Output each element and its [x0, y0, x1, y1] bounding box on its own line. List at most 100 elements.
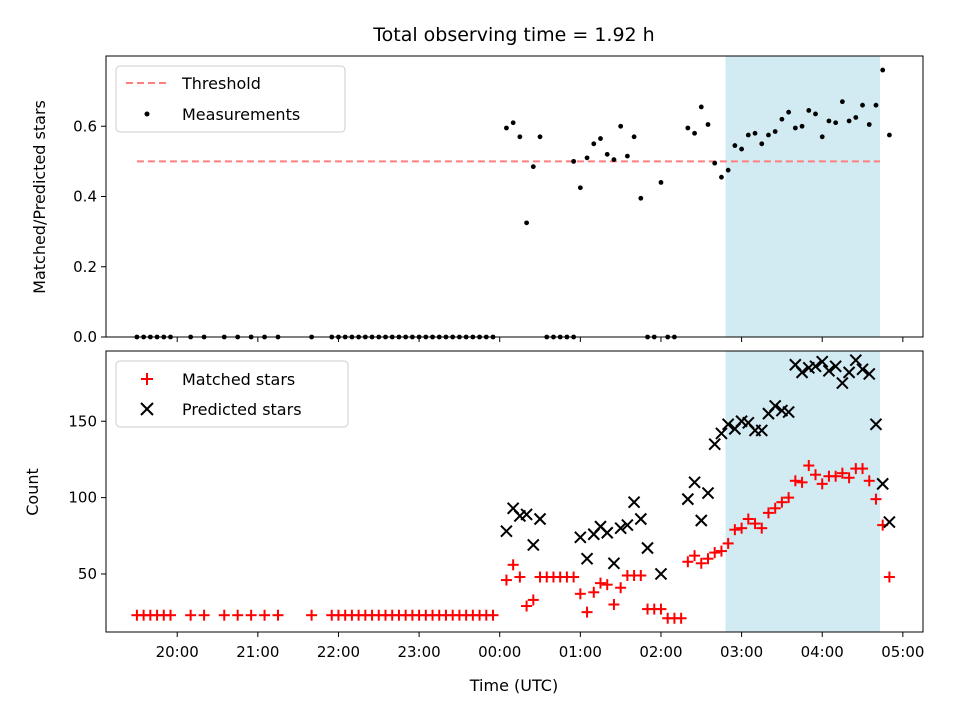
measurements-point — [530, 164, 536, 170]
matched-stars-point — [635, 569, 647, 581]
predicted-stars-point — [500, 524, 513, 538]
predicted-stars-point — [795, 366, 809, 379]
predicted-stars-point — [755, 424, 768, 437]
matched-stars-point — [783, 492, 795, 504]
predicted-stars-point — [863, 367, 876, 381]
count-panel-ylabel: Count — [23, 468, 42, 516]
x-tick-label: 03:00 — [720, 643, 763, 661]
matched-stars-point — [715, 545, 727, 557]
x-tick-label: 02:00 — [639, 643, 682, 661]
count-panel-legend: Matched stars Predicted stars — [115, 360, 349, 428]
measurements-point — [705, 122, 711, 127]
measurements-point — [752, 130, 758, 136]
matched-stars-point — [836, 467, 848, 479]
matched-stars-point — [218, 609, 230, 621]
matched-stars-point — [695, 557, 707, 569]
predicted-stars-point — [768, 399, 782, 413]
predicted-stars-point — [876, 477, 889, 491]
measurements-point — [698, 104, 704, 110]
measurements-point — [571, 158, 577, 164]
matched-stars-point — [245, 609, 257, 621]
matched-stars-point — [742, 513, 754, 525]
measurements-point — [866, 122, 872, 127]
predicted-stars-point — [782, 405, 795, 419]
predicted-stars-point — [829, 360, 842, 373]
measurements-point — [638, 195, 644, 201]
matched-stars-point — [810, 469, 821, 481]
predicted-stars-point — [654, 567, 668, 581]
predicted-stars-point — [836, 376, 849, 390]
measurements-point — [725, 167, 731, 173]
predicted-stars-point — [695, 514, 708, 527]
matched-stars-point — [259, 609, 271, 621]
matched-stars-point — [500, 574, 512, 586]
measurements-point — [692, 130, 697, 136]
measurements-point — [618, 123, 624, 129]
predicted-stars-point — [869, 418, 883, 431]
predicted-stars-point — [715, 427, 728, 440]
matched-stars-point — [306, 609, 318, 621]
predicted-stars-point — [574, 531, 587, 544]
predicted-stars-point — [842, 366, 856, 379]
measurements-point — [510, 120, 516, 126]
measurements-point — [792, 125, 798, 131]
measurements-point — [887, 132, 892, 138]
measurements-point — [766, 132, 771, 138]
measurements-point — [624, 153, 630, 159]
measurements-point — [577, 185, 583, 191]
legend-threshold-label: Threshold — [181, 74, 261, 93]
matched-stars-point — [514, 571, 526, 583]
measurements-point — [719, 174, 724, 180]
measurements-point — [779, 116, 785, 122]
measurements-point — [759, 141, 765, 147]
predicted-stars-point — [527, 538, 540, 552]
predicted-stars-point — [614, 521, 627, 535]
predicted-stars-point — [849, 353, 863, 367]
predicted-stars-point — [688, 476, 701, 489]
predicted-stars-point — [809, 360, 822, 373]
matched-stars-point — [568, 571, 580, 583]
count-panel-frame — [105, 350, 924, 633]
measurements-point — [504, 125, 509, 131]
matched-stars-point — [682, 556, 694, 568]
measurements-point — [826, 118, 832, 124]
chart-title: Total observing time = 1.92 h — [372, 24, 654, 46]
matched-stars-point — [756, 522, 768, 534]
matched-stars-point — [601, 579, 613, 591]
measurements-point — [819, 134, 825, 140]
predicted-stars-point — [607, 557, 621, 570]
x-tick-label: 22:00 — [317, 643, 360, 661]
x-tick-label: 01:00 — [559, 643, 602, 661]
ratio-panel-highlight — [725, 56, 880, 337]
legend-matched-swatch — [141, 373, 153, 385]
matched-stars-point — [736, 522, 748, 534]
matched-stars-point — [581, 606, 593, 618]
x-tick-label: 21:00 — [236, 643, 279, 661]
predicted-stars-point — [822, 364, 836, 378]
matched-stars-point — [588, 586, 600, 598]
measurements-point — [839, 99, 845, 105]
matched-stars-point — [185, 609, 197, 621]
y-tick-label: 0.2 — [73, 258, 97, 276]
predicted-stars-point — [580, 552, 594, 565]
matched-stars-point — [729, 524, 741, 536]
x-tick-label: 00:00 — [478, 643, 521, 661]
legend-measurements-label: Measurements — [182, 105, 300, 124]
matched-stars-point — [789, 475, 801, 487]
ratio-panel-ylabel: Matched/Predicted stars — [30, 100, 49, 294]
x-tick-label: 20:00 — [156, 643, 199, 661]
measurements-point — [685, 125, 691, 131]
matched-stars-point — [507, 559, 519, 571]
measurements-point — [732, 143, 738, 148]
matched-stars-point — [749, 518, 761, 530]
y-tick-label: 0.4 — [73, 188, 97, 206]
measurements-point — [517, 134, 523, 140]
legend-predicted-label: Predicted stars — [182, 400, 302, 419]
matched-stars-point — [702, 553, 714, 565]
measurements-point — [860, 102, 865, 108]
measurements-point — [584, 155, 590, 161]
y-tick-label: 150 — [68, 412, 97, 430]
matched-stars-point — [527, 594, 539, 606]
legend-measurements-swatch — [144, 111, 150, 117]
